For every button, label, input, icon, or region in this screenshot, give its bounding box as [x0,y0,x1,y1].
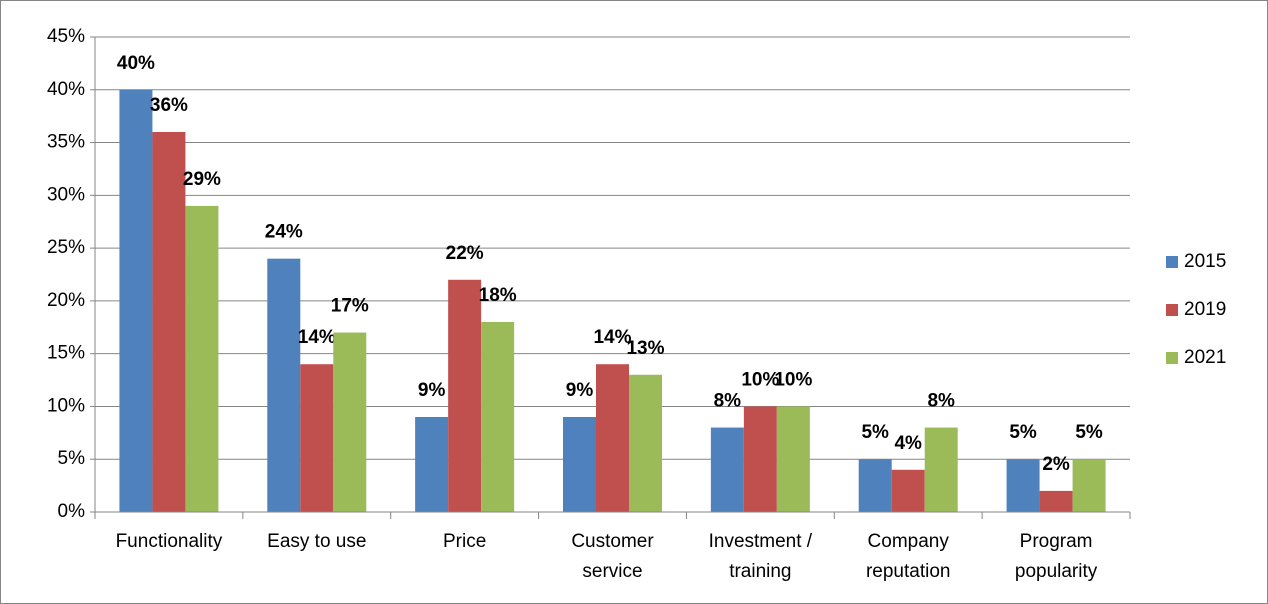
y-tick-label: 30% [47,184,85,205]
x-tick-label: Price [443,531,486,552]
y-tick-label: 40% [47,79,85,100]
value-label: 14% [298,327,336,348]
x-tick-label: Program popularity [1015,531,1098,582]
value-label: 24% [265,222,303,243]
legend-label: 2015 [1184,251,1226,272]
bar [152,132,186,512]
x-tick-label: Company reputation [866,531,951,582]
bar [481,322,515,512]
x-tick-label: Easy to use [267,531,366,552]
bar [185,205,219,512]
bar [858,459,892,512]
value-label: 2% [1042,454,1070,475]
value-label: 10% [741,369,779,390]
y-tick-label: 10% [47,395,85,416]
y-tick-label: 0% [58,501,86,522]
x-tick-label: Customer service [571,531,654,582]
legend-label: 2019 [1184,299,1226,320]
value-label: 9% [566,380,594,401]
bar [710,427,744,512]
bar [1006,459,1040,512]
value-label: 36% [150,95,188,116]
y-tick-label: 35% [47,132,85,153]
bar [596,364,629,512]
y-tick-label: 25% [47,237,85,258]
bar [776,406,810,512]
value-label: 5% [1009,422,1037,443]
x-tick-label: Functionality [116,531,223,552]
value-label: 29% [183,169,221,190]
x-tick-label: Investment / training [709,531,813,582]
bar [563,417,596,512]
value-label: 5% [861,422,889,443]
value-label: 14% [593,327,631,348]
bar [629,374,662,512]
bar [415,417,449,512]
y-tick-label: 45% [47,26,85,47]
legend-swatch [1166,304,1178,316]
legend-label: 2021 [1184,347,1226,368]
bar [119,89,153,513]
value-label: 4% [894,433,922,454]
value-label: 22% [446,243,484,264]
value-label: 10% [774,369,812,390]
legend-swatch [1166,256,1178,268]
legend-swatch [1166,352,1178,364]
bar [924,427,958,512]
value-label: 5% [1075,422,1103,443]
bar [267,258,301,512]
bar [1039,490,1073,512]
value-label: 9% [418,380,446,401]
bar [300,364,334,512]
value-label: 18% [479,285,517,306]
bar [1072,459,1106,512]
bar [448,279,482,512]
value-label: 13% [626,338,664,359]
value-label: 8% [714,391,742,412]
value-label: 17% [331,296,369,317]
y-tick-label: 15% [47,343,85,364]
bar [891,469,925,512]
bar [333,332,367,512]
value-label: 8% [927,391,955,412]
value-label: 40% [117,53,155,74]
y-tick-label: 5% [58,448,86,469]
bar [743,406,777,512]
y-tick-label: 20% [47,290,85,311]
